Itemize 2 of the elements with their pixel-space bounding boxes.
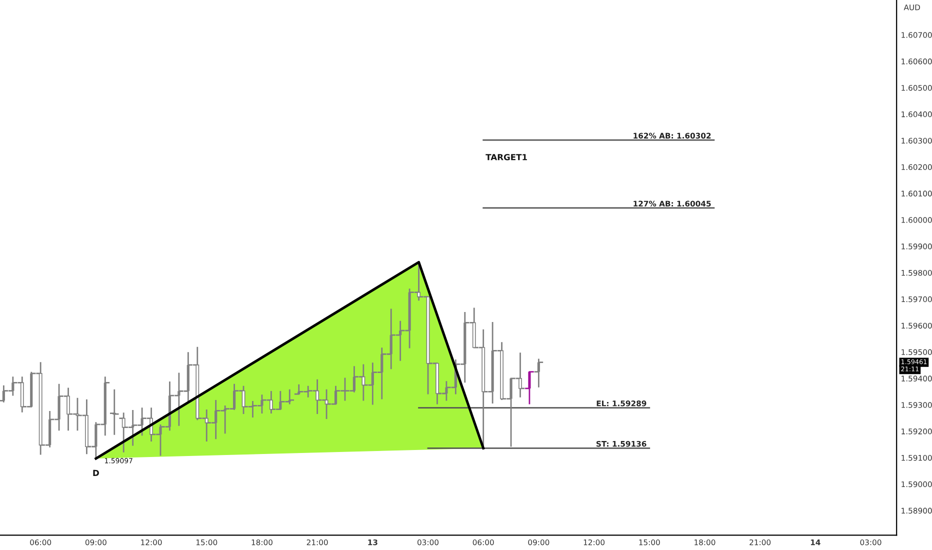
- annotation: TARGET1: [486, 154, 527, 160]
- annotation: D: [93, 470, 99, 476]
